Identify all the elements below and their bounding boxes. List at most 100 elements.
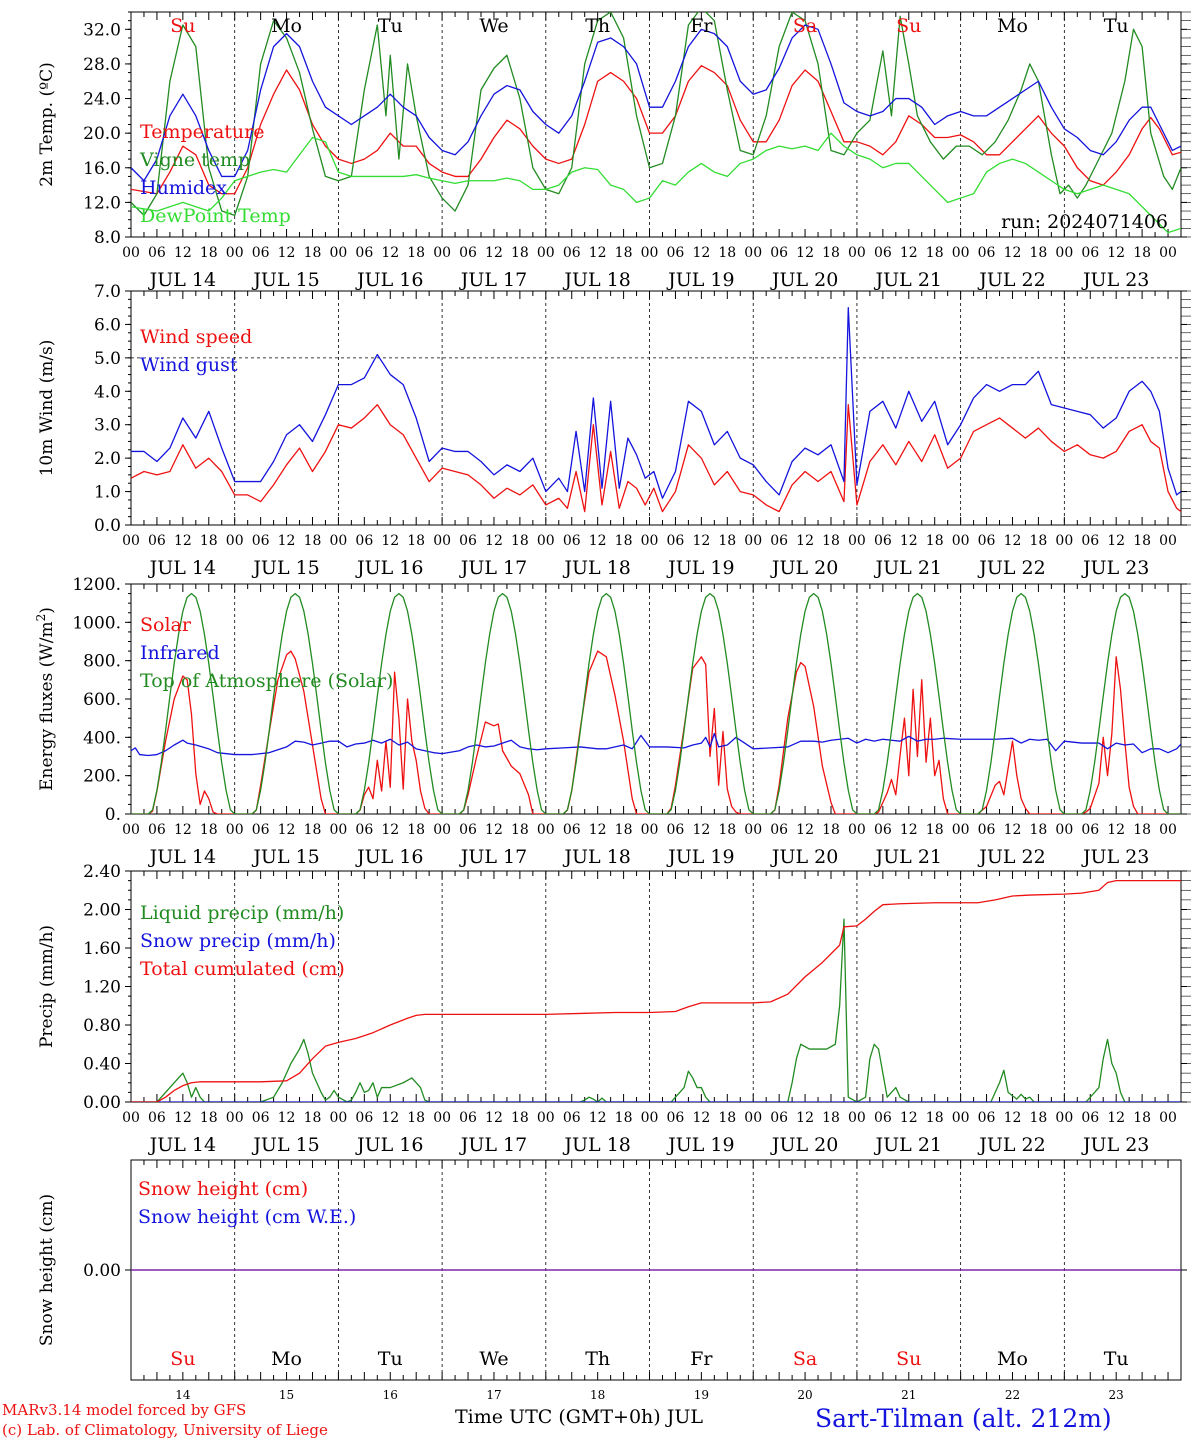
legend-entry: Total cumulated (cm) bbox=[140, 958, 345, 980]
weekday-label: Th bbox=[585, 1348, 610, 1370]
hour-tick-label: 00 bbox=[952, 1110, 970, 1126]
hour-tick-label: 18 bbox=[304, 245, 322, 261]
hour-tick-label: 12 bbox=[589, 533, 607, 549]
day-label: JUL 23 bbox=[1081, 557, 1149, 579]
lab-credit: (c) Lab. of Climatology, University of L… bbox=[2, 1421, 328, 1439]
y-axis-label: 10m Wind (m/s) bbox=[37, 340, 57, 477]
hour-tick-label: 00 bbox=[1055, 533, 1073, 549]
day-label: JUL 20 bbox=[770, 269, 838, 291]
hour-tick-label: 18 bbox=[822, 245, 840, 261]
day-label: JUL 22 bbox=[977, 269, 1045, 291]
y-tick-label: 0.0 bbox=[94, 516, 121, 536]
station-name: Sart-Tilman (alt. 212m) bbox=[815, 1404, 1112, 1433]
hour-tick-label: 18 bbox=[1133, 245, 1151, 261]
legend-entry: Wind speed bbox=[140, 326, 252, 348]
hour-tick-label: 00 bbox=[433, 1110, 451, 1126]
hour-tick-label: 18 bbox=[822, 822, 840, 838]
day-label: JUL 22 bbox=[977, 1134, 1045, 1156]
y-tick-label: 2.40 bbox=[83, 862, 121, 882]
hour-tick-label: 00 bbox=[537, 533, 555, 549]
hour-tick-label: 06 bbox=[770, 533, 788, 549]
day-label: JUL 23 bbox=[1081, 846, 1149, 868]
hour-tick-label: 06 bbox=[1081, 822, 1099, 838]
weekday-label: Su bbox=[170, 15, 195, 37]
day-label: JUL 20 bbox=[770, 846, 838, 868]
hour-tick-label: 06 bbox=[874, 533, 892, 549]
y-axis-label: Precip (mm/h) bbox=[37, 925, 57, 1048]
panel-5: 0.00 Snow height (cm) Snow height (cm) Snow… bbox=[37, 1159, 1187, 1402]
hour-tick-label: 18 bbox=[407, 822, 425, 838]
day-label: JUL 15 bbox=[251, 557, 319, 579]
hour-tick-label: 00 bbox=[1159, 245, 1177, 261]
y-tick-label: 2.0 bbox=[94, 449, 121, 469]
hour-tick-label: 06 bbox=[770, 1110, 788, 1126]
hour-tick-label: 12 bbox=[589, 245, 607, 261]
day-label: JUL 22 bbox=[977, 846, 1045, 868]
hour-tick-label: 00 bbox=[744, 1110, 762, 1126]
hour-tick-label: 06 bbox=[1081, 245, 1099, 261]
legend-entry: Temperature bbox=[140, 121, 264, 143]
hour-tick-label: 18 bbox=[1133, 533, 1151, 549]
hour-tick-label: 12 bbox=[174, 822, 192, 838]
hour-tick-label: 06 bbox=[770, 245, 788, 261]
day-label: JUL 19 bbox=[666, 846, 734, 868]
hour-tick-label: 00 bbox=[744, 245, 762, 261]
hour-tick-label: 18 bbox=[615, 1110, 633, 1126]
hour-tick-label: 06 bbox=[667, 533, 685, 549]
y-tick-label: 1.0 bbox=[94, 483, 121, 503]
hour-tick-label: 00 bbox=[1159, 1110, 1177, 1126]
day-number: 16 bbox=[383, 1388, 398, 1402]
y-axis-label: Snow height (cm) bbox=[37, 1194, 57, 1346]
hour-tick-label: 12 bbox=[900, 1110, 918, 1126]
hour-tick-label: 18 bbox=[718, 533, 736, 549]
hour-tick-label: 18 bbox=[511, 1110, 529, 1126]
hour-tick-label: 00 bbox=[952, 533, 970, 549]
hour-tick-label: 06 bbox=[667, 1110, 685, 1126]
hour-tick-label: 12 bbox=[485, 245, 503, 261]
hour-tick-label: 06 bbox=[874, 245, 892, 261]
hour-tick-label: 18 bbox=[615, 245, 633, 261]
hour-tick-label: 18 bbox=[718, 822, 736, 838]
hour-tick-label: 12 bbox=[485, 533, 503, 549]
y-tick-label: 16.0 bbox=[83, 159, 121, 179]
day-label: JUL 18 bbox=[562, 557, 630, 579]
day-label: JUL 21 bbox=[874, 1134, 942, 1156]
hour-tick-label: 06 bbox=[667, 245, 685, 261]
weekday-label: Mo bbox=[997, 15, 1028, 37]
hour-tick-label: 06 bbox=[874, 1110, 892, 1126]
hour-tick-label: 18 bbox=[718, 1110, 736, 1126]
hour-tick-label: 12 bbox=[485, 822, 503, 838]
weekday-label: Fr bbox=[690, 15, 713, 37]
hour-tick-label: 18 bbox=[304, 822, 322, 838]
hour-tick-label: 12 bbox=[796, 245, 814, 261]
series-line-infrared bbox=[131, 732, 1181, 757]
hour-tick-label: 18 bbox=[822, 533, 840, 549]
legend-entry: Solar bbox=[140, 614, 192, 636]
y-tick-label: 0.40 bbox=[83, 1055, 121, 1075]
weekday-label: Fr bbox=[690, 1348, 713, 1370]
hour-tick-label: 12 bbox=[1004, 533, 1022, 549]
hour-tick-label: 06 bbox=[148, 1110, 166, 1126]
hour-tick-label: 12 bbox=[1107, 245, 1125, 261]
hour-tick-label: 06 bbox=[148, 822, 166, 838]
hour-tick-label: 06 bbox=[148, 533, 166, 549]
weekday-label: Tu bbox=[378, 15, 403, 37]
hour-tick-label: 00 bbox=[329, 245, 347, 261]
hour-tick-label: 12 bbox=[796, 822, 814, 838]
hour-tick-label: 12 bbox=[589, 822, 607, 838]
day-label: JUL 14 bbox=[148, 557, 216, 579]
day-number: 17 bbox=[486, 1388, 501, 1402]
hour-tick-label: 00 bbox=[848, 1110, 866, 1126]
legend-entry: Infrared bbox=[140, 642, 220, 664]
y-tick-label: 8.0 bbox=[94, 228, 121, 248]
day-number: 14 bbox=[175, 1388, 191, 1402]
hour-tick-label: 00 bbox=[433, 822, 451, 838]
hour-tick-label: 12 bbox=[1107, 533, 1125, 549]
day-label: JUL 19 bbox=[666, 1134, 734, 1156]
day-label: JUL 20 bbox=[770, 557, 838, 579]
series-line-top-of-atmosphere-solar bbox=[131, 592, 1181, 814]
panel-2: 0.0 1.0 2.0 3.0 4.0 5.0 6.0 7.0 10m Wind (m/s) Wi… bbox=[37, 282, 1191, 579]
day-label: JUL 17 bbox=[459, 557, 527, 579]
hour-tick-label: 00 bbox=[329, 822, 347, 838]
